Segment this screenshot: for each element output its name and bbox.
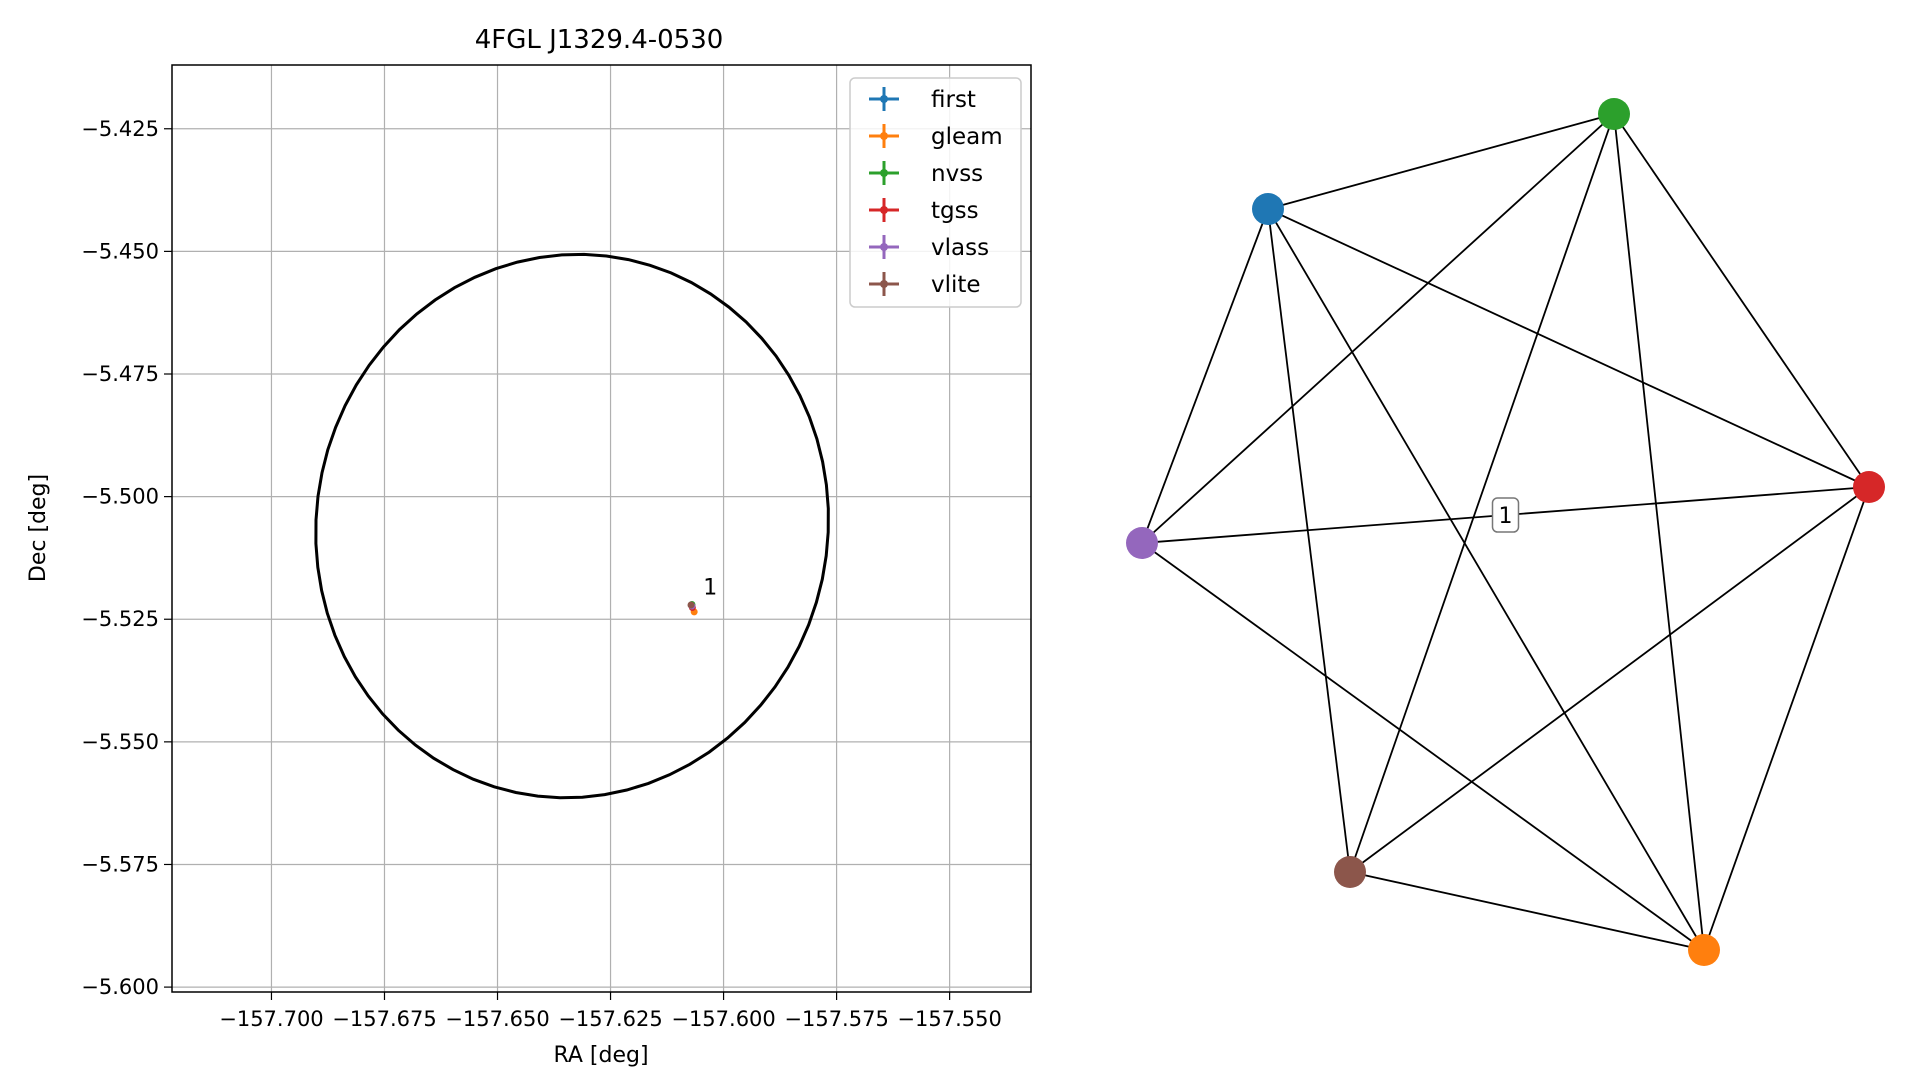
legend-marker-dot	[880, 169, 888, 177]
legend: first gleam nvss tgss vlass vlite	[849, 77, 1022, 308]
legend-marker-dot	[880, 132, 888, 140]
x-tick-label: −157.675	[332, 1007, 436, 1031]
y-tick-label: −5.525	[81, 607, 159, 631]
edge-nvss-vlite	[1349, 113, 1615, 873]
edge-vlass-gleam	[1141, 542, 1705, 951]
edge-label: 1	[1499, 504, 1513, 529]
legend-label: nvss	[931, 161, 983, 187]
legend-marker-dot	[880, 95, 888, 103]
ellipse-layer	[314, 252, 830, 800]
point-annotation: 1	[703, 576, 717, 601]
edge-nvss-tgss	[1613, 113, 1870, 488]
edge-first-vlite	[1267, 208, 1351, 873]
legend-item-vlass: vlass	[869, 235, 989, 261]
node-vlass	[1126, 527, 1158, 559]
legend-label: tgss	[931, 198, 979, 224]
edge-tgss-gleam	[1703, 486, 1870, 951]
edge-first-tgss	[1267, 208, 1870, 488]
y-tick-label: −5.600	[81, 975, 159, 999]
y-axis-ticks: −5.425 −5.450 −5.475 −5.500 −5.525 −5.550 −5.5…	[81, 117, 172, 999]
node-tgss	[1853, 471, 1885, 503]
legend-marker-dot	[880, 206, 888, 214]
edge-nvss-vlass	[1141, 113, 1615, 544]
legend-label: vlite	[931, 272, 981, 298]
network-graph: 1	[1126, 98, 1885, 966]
y-tick-label: −5.425	[81, 117, 159, 141]
points-layer: 1	[687, 576, 717, 616]
legend-item-vlite: vlite	[869, 272, 981, 298]
legend-item-tgss: tgss	[869, 198, 979, 224]
x-axis-label: RA [deg]	[553, 1043, 648, 1068]
x-tick-label: −157.650	[445, 1007, 549, 1031]
node-gleam	[1688, 934, 1720, 966]
edge-label-layer: 1	[1491, 497, 1520, 533]
x-axis-ticks: −157.700 −157.675 −157.650 −157.625 −157.600…	[219, 992, 1002, 1031]
plot-frame	[171, 64, 1032, 993]
legend-label: first	[931, 87, 976, 113]
legend-label: vlass	[931, 235, 989, 261]
scatter-plot: 4FGL J1329.4-0530 1 −157.700 −157.675 −157…	[26, 25, 1032, 1068]
x-tick-label: −157.575	[784, 1007, 888, 1031]
y-tick-label: −5.450	[81, 239, 159, 263]
y-tick-label: −5.575	[81, 852, 159, 876]
node-first	[1252, 193, 1284, 225]
x-tick-label: −157.600	[671, 1007, 775, 1031]
node-nvss	[1598, 98, 1630, 130]
nodes-layer	[1126, 98, 1885, 966]
error-ellipse	[314, 252, 830, 800]
y-tick-label: −5.475	[81, 362, 159, 386]
x-tick-label: −157.625	[558, 1007, 662, 1031]
legend-item-first: first	[869, 87, 976, 113]
point-vlite	[687, 601, 695, 609]
edge-first-nvss	[1267, 113, 1615, 210]
legend-item-gleam: gleam	[869, 124, 1003, 150]
point-vlite-marker	[687, 601, 695, 609]
edge-tgss-vlite	[1349, 486, 1870, 873]
node-vlite	[1334, 856, 1366, 888]
legend-marker-dot	[880, 243, 888, 251]
y-axis-label: Dec [deg]	[26, 474, 51, 582]
x-tick-label: −157.550	[897, 1007, 1001, 1031]
y-tick-label: −5.550	[81, 730, 159, 754]
x-tick-label: −157.700	[219, 1007, 323, 1031]
edge-first-vlass	[1141, 208, 1269, 544]
grid	[172, 65, 1031, 992]
edge-nvss-gleam	[1613, 113, 1705, 951]
legend-item-nvss: nvss	[869, 161, 983, 187]
legend-label: gleam	[931, 124, 1003, 150]
y-tick-label: −5.500	[81, 485, 159, 509]
legend-marker-dot	[880, 280, 888, 288]
edge-label-box	[1491, 497, 1520, 533]
chart-title: 4FGL J1329.4-0530	[475, 25, 724, 55]
edge-first-gleam	[1267, 208, 1705, 951]
edge-vlite-gleam	[1349, 871, 1705, 951]
